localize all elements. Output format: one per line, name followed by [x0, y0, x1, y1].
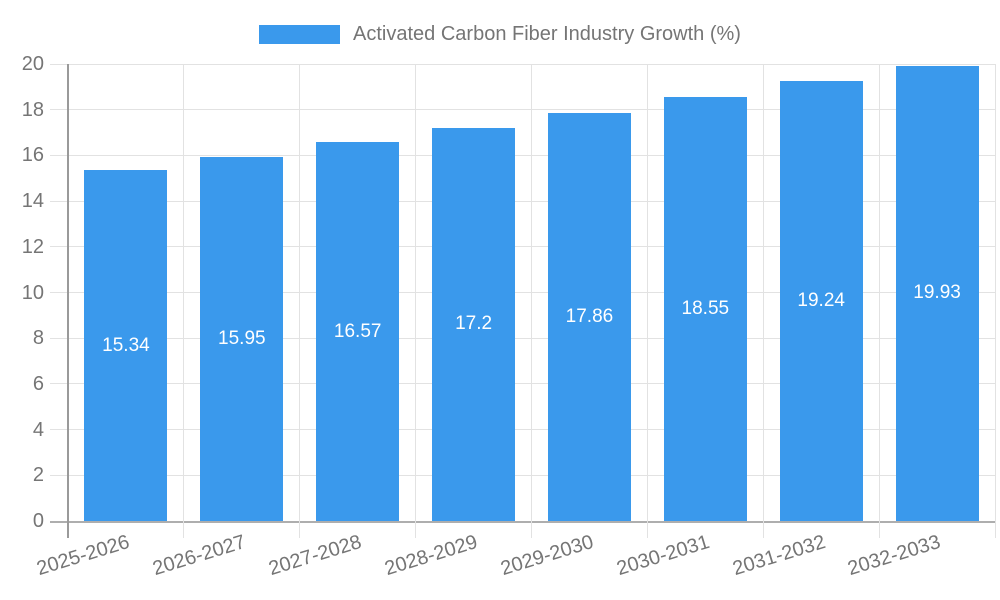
x-axis-tick-label: 2032-2033 — [845, 531, 944, 581]
bar-value-label: 15.95 — [218, 327, 266, 349]
legend-swatch — [259, 24, 341, 44]
y-gridline — [50, 474, 995, 476]
y-axis-tick-label: 4 — [32, 418, 44, 441]
x-gridline — [878, 64, 880, 538]
bar[interactable] — [895, 65, 979, 521]
x-gridline — [299, 64, 301, 538]
y-gridline — [50, 200, 995, 202]
x-axis-tick-label: 2027-2028 — [266, 531, 365, 581]
x-gridline — [646, 64, 648, 538]
y-axis-tick-label: 8 — [32, 327, 44, 350]
x-axis-tick-label: 2028-2029 — [382, 531, 480, 581]
y-axis-tick-label: 16 — [21, 144, 44, 167]
y-axis-tick-label: 18 — [21, 98, 44, 121]
bar-value-label: 19.24 — [797, 290, 845, 312]
x-gridline — [183, 64, 185, 538]
chart-legend[interactable]: Activated Carbon Fiber Industry Growth (… — [0, 16, 1000, 52]
y-axis-tick-label: 20 — [21, 53, 44, 75]
x-gridline — [415, 64, 417, 538]
x-axis-tick-label: 2031-2032 — [729, 531, 828, 581]
y-gridline — [50, 109, 995, 111]
y-gridline — [50, 63, 995, 65]
legend-label: Activated Carbon Fiber Industry Growth (… — [353, 22, 741, 45]
x-axis-tick-label: 2025-2026 — [34, 531, 133, 581]
bar[interactable] — [547, 112, 631, 521]
y-gridline — [50, 337, 995, 339]
bar[interactable] — [663, 97, 747, 521]
y-gridline — [50, 154, 995, 156]
bar-value-label: 18.55 — [681, 298, 730, 320]
bar-value-label: 15.34 — [102, 334, 150, 356]
x-axis-tick-label: 2030-2031 — [613, 531, 712, 581]
x-gridline — [531, 64, 532, 538]
y-axis-tick-label: 12 — [21, 235, 44, 258]
bar[interactable] — [200, 156, 284, 521]
y-gridline — [50, 292, 995, 293]
x-gridline — [762, 64, 764, 538]
bar-value-label: 17.2 — [455, 313, 493, 335]
bar[interactable] — [432, 127, 516, 521]
bar-value-label: 16.57 — [333, 320, 382, 342]
bar-value-label: 17.86 — [565, 305, 614, 327]
y-axis-tick-label: 0 — [32, 510, 44, 532]
y-axis-tick-label: 10 — [21, 281, 44, 304]
x-gridline — [994, 64, 996, 538]
y-axis-line — [66, 64, 69, 538]
y-gridline — [50, 429, 995, 431]
x-axis-tick-label: 2029-2030 — [497, 531, 596, 581]
x-axis-tick-label: 2026-2027 — [150, 531, 249, 581]
bar[interactable] — [316, 142, 400, 521]
x-axis-line — [50, 520, 995, 523]
y-axis-tick-label: 6 — [32, 372, 44, 395]
y-axis-tick-label: 14 — [21, 190, 44, 213]
y-gridline — [50, 383, 995, 385]
y-gridline — [50, 246, 995, 248]
bar[interactable] — [84, 170, 168, 521]
bar-value-label: 19.93 — [913, 282, 961, 304]
bar[interactable] — [779, 81, 863, 521]
y-axis-tick-label: 2 — [32, 464, 44, 487]
